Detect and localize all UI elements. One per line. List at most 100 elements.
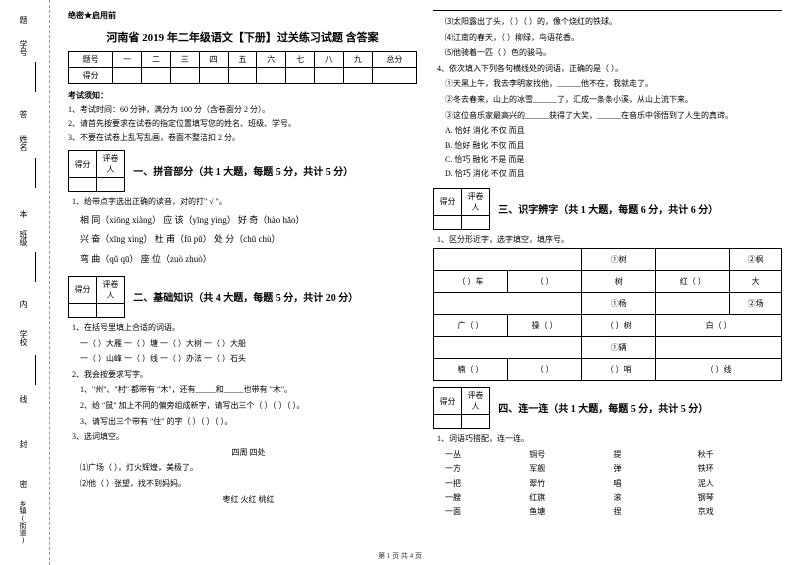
s2-q4c: ③这位音乐家最高兴的______获得了大奖，______在音乐中领悟到了人生的真…	[445, 109, 782, 123]
m4b: 红旗	[529, 491, 613, 505]
ct-blank	[434, 249, 582, 271]
s2-q1: 1、在括号里填上合适的词语。	[72, 321, 417, 335]
grade-cell[interactable]	[199, 68, 228, 84]
m2a: 一方	[445, 462, 529, 476]
grade-cell[interactable]	[286, 68, 315, 84]
margin-xiangzhen: 乡镇(街道)	[18, 500, 28, 544]
ct-2c1: 广（ ）	[434, 315, 508, 337]
s2-q3: 3、选词填空。	[72, 430, 417, 444]
note-1: 1、考试时间：60 分钟，满分为 100 分（含卷面分 2 分）。	[68, 104, 417, 116]
ct-2c3: （ ）树	[582, 315, 656, 337]
s2-optA: A. 恰好 消化 不仅 而且	[445, 124, 782, 138]
grade-cell[interactable]	[228, 68, 257, 84]
score-blank[interactable]	[462, 415, 490, 429]
score-blank[interactable]	[69, 303, 97, 317]
ct-c2: （ ）	[508, 271, 582, 293]
s2-q2c: 3、请写出三个带有 "住" 的字（ ）（ ）（ ）。	[80, 415, 417, 429]
s2-q4b: ②冬去春来，山上的冰雪______了，汇成一条条小溪，从山上流下来。	[445, 93, 782, 107]
margin-side-1: 题	[18, 16, 29, 24]
grade-header-1: 一	[113, 52, 142, 68]
margin-xuehao: 学号	[18, 40, 29, 56]
m3b: 翠竹	[529, 477, 613, 491]
section-3-header: 得分评卷人 三、识字辨字（共 1 大题，每题 6 分，共计 6 分）	[433, 188, 782, 230]
grade-header-6: 六	[257, 52, 286, 68]
section-1-title: 一、拼音部分（共 1 大题，每题 5 分，共计 5 分）	[133, 167, 353, 178]
m2b: 军舰	[529, 462, 613, 476]
note-3: 3、不要在试卷上乱写乱画，卷面不整洁扣 2 分。	[68, 132, 417, 144]
s1-p2: 兴 奋（xīng xìng） 杜 甫（fū pǔ） 处 分（chǔ chù）	[80, 230, 417, 250]
grade-cell[interactable]	[142, 68, 171, 84]
margin-line-1	[35, 62, 36, 92]
grade-cell[interactable]	[372, 68, 416, 84]
s1-q1: 1、给带点字选出正确的读音，对的打" √ "。	[72, 195, 417, 209]
binding-margin: 题 学号 答 姓名 本 班级 内 学校 线 封 密 乡镇(街道)	[0, 0, 50, 565]
score-blank[interactable]	[434, 215, 462, 229]
margin-side-6: 封	[18, 440, 29, 448]
ct-h3a: ①辆	[582, 337, 656, 359]
m5d: 京戏	[698, 505, 782, 519]
s2-optC: C. 恰巧 融化 不是 而是	[445, 153, 782, 167]
ct-blank	[656, 337, 782, 359]
margin-line-2	[35, 158, 36, 188]
score-blank[interactable]	[97, 178, 125, 192]
ct-c1: （ ）车	[434, 271, 508, 293]
ct-2c2: 操（ ）	[508, 315, 582, 337]
s2-r1: ⑶太阳露出了头，（ ）（ ）的，像个烧红的铁球。	[445, 15, 782, 29]
score-b: 评卷人	[462, 188, 490, 215]
score-a: 得分	[434, 188, 462, 215]
grade-cell[interactable]	[315, 68, 344, 84]
ct-blank	[434, 293, 582, 315]
grade-header-2: 二	[142, 52, 171, 68]
grade-header-5: 五	[228, 52, 257, 68]
grade-cell[interactable]	[257, 68, 286, 84]
s4-q1: 1、词语巧搭配，连一连。	[437, 432, 782, 446]
score-box-4: 得分评卷人	[433, 387, 490, 429]
ct-blank	[656, 249, 730, 271]
section-2-title: 二、基础知识（共 4 大题，每题 5 分，共计 20 分）	[133, 293, 358, 304]
margin-side-5: 线	[18, 395, 29, 403]
section-2-header: 得分评卷人 二、基础知识（共 4 大题，每题 5 分，共计 20 分）	[68, 276, 417, 318]
score-box-1: 得分评卷人	[68, 150, 125, 192]
score-b: 评卷人	[97, 151, 125, 178]
grade-header-9: 九	[343, 52, 372, 68]
ct-3c4: （ ）线	[656, 359, 782, 381]
content-area: 绝密★启用前 河南省 2019 年二年级语文【下册】过关练习试题 含答案 题号 …	[50, 0, 800, 565]
m3d: 泥人	[698, 477, 782, 491]
s2-optB: B. 恰好 融化 不仅 而且	[445, 139, 782, 153]
margin-banji: 班级	[18, 230, 29, 246]
ct-h2a: ①杨	[582, 293, 656, 315]
margin-line-4	[35, 355, 36, 385]
m4c: 滚	[614, 491, 698, 505]
s2-r2: ⑷江南的春天，（ ）柳绿，鸟语花香。	[445, 31, 782, 45]
margin-side-4: 内	[18, 300, 29, 308]
grade-cell[interactable]	[170, 68, 199, 84]
right-column: ⑶太阳露出了头，（ ）（ ）的，像个烧红的铁球。 ⑷江南的春天，（ ）柳绿，鸟语…	[425, 10, 790, 565]
score-blank[interactable]	[434, 415, 462, 429]
grade-header-3: 三	[170, 52, 199, 68]
margin-side-7: 密	[18, 480, 29, 488]
grade-header-8: 八	[315, 52, 344, 68]
m5b: 鱼塘	[529, 505, 613, 519]
score-box-2: 得分评卷人	[68, 276, 125, 318]
col-divider	[433, 10, 782, 11]
s2-optD: D. 恰巧 消化 不仅 而且	[445, 167, 782, 181]
notes-title: 考试须知：	[68, 90, 417, 102]
score-blank[interactable]	[97, 303, 125, 317]
grade-cell[interactable]	[113, 68, 142, 84]
score-a: 得分	[434, 388, 462, 415]
score-box-3: 得分评卷人	[433, 188, 490, 230]
grade-cell[interactable]	[343, 68, 372, 84]
score-a: 得分	[69, 276, 97, 303]
page-footer: 第 1 页 共 4 页	[0, 551, 800, 561]
s2-q3t: 四周 四处	[80, 446, 417, 460]
score-a: 得分	[69, 151, 97, 178]
m2c: 弹	[614, 462, 698, 476]
score-blank[interactable]	[69, 178, 97, 192]
grade-table: 题号 一 二 三 四 五 六 七 八 九 总分 得分	[68, 51, 417, 84]
ct-h1a: ①树	[582, 249, 656, 271]
score-blank[interactable]	[462, 215, 490, 229]
ct-3c3: （ ）哨	[582, 359, 656, 381]
ct-3c2: （ ）	[508, 359, 582, 381]
note-2: 2、请首先按要求在试卷的指定位置填写您的姓名、班级、学号。	[68, 118, 417, 130]
margin-xuexiao: 学校	[18, 330, 29, 346]
